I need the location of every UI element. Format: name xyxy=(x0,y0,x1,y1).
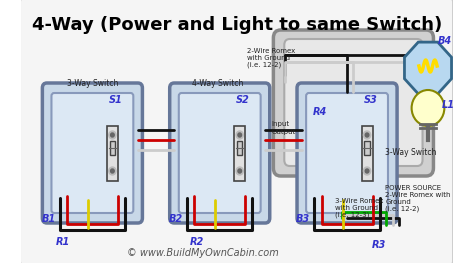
Circle shape xyxy=(110,169,114,173)
Text: 4-Way Switch: 4-Way Switch xyxy=(192,79,244,88)
Circle shape xyxy=(365,169,369,173)
Text: 4-Way (Power and Light to same Switch): 4-Way (Power and Light to same Switch) xyxy=(32,16,442,34)
Circle shape xyxy=(109,131,116,139)
Text: R3: R3 xyxy=(372,240,386,250)
Circle shape xyxy=(365,133,369,137)
Circle shape xyxy=(236,131,243,139)
Text: R4: R4 xyxy=(312,107,327,117)
FancyBboxPatch shape xyxy=(284,39,422,166)
FancyBboxPatch shape xyxy=(297,83,397,223)
Text: R1: R1 xyxy=(56,237,70,247)
Bar xyxy=(362,126,373,181)
Text: 3-Wire Romex
with Ground
(i.e. 12-3): 3-Wire Romex with Ground (i.e. 12-3) xyxy=(335,198,383,219)
FancyBboxPatch shape xyxy=(52,93,133,213)
Bar xyxy=(365,141,370,155)
Bar xyxy=(109,141,115,155)
Text: R2: R2 xyxy=(190,237,204,247)
Circle shape xyxy=(238,169,242,173)
Text: S2: S2 xyxy=(236,95,250,105)
Text: B3: B3 xyxy=(296,214,310,224)
Bar xyxy=(107,126,118,181)
Circle shape xyxy=(364,131,371,139)
Circle shape xyxy=(411,90,444,126)
Polygon shape xyxy=(404,42,452,94)
FancyBboxPatch shape xyxy=(179,93,261,213)
Text: Input: Input xyxy=(272,121,290,127)
FancyBboxPatch shape xyxy=(273,30,433,176)
FancyBboxPatch shape xyxy=(170,83,270,223)
Circle shape xyxy=(236,167,243,175)
Text: POWER SOURCE
2-Wire Romex with
Ground
(i.e. 12-2): POWER SOURCE 2-Wire Romex with Ground (i… xyxy=(385,185,451,213)
Text: Output: Output xyxy=(272,129,296,135)
Circle shape xyxy=(110,133,114,137)
Bar xyxy=(237,141,243,155)
Text: B1: B1 xyxy=(41,214,55,224)
Circle shape xyxy=(109,167,116,175)
Text: © www.BuildMyOwnCabin.com: © www.BuildMyOwnCabin.com xyxy=(128,248,279,258)
Text: S3: S3 xyxy=(364,95,377,105)
Text: 2-Wire Romex
with Ground
(i.e. 12-2): 2-Wire Romex with Ground (i.e. 12-2) xyxy=(247,48,295,68)
Text: S1: S1 xyxy=(109,95,122,105)
Circle shape xyxy=(238,133,242,137)
Text: B2: B2 xyxy=(169,214,183,224)
FancyBboxPatch shape xyxy=(19,0,454,263)
FancyBboxPatch shape xyxy=(42,83,142,223)
Text: L1: L1 xyxy=(442,100,455,110)
Text: 3-Way Switch: 3-Way Switch xyxy=(67,79,118,88)
Circle shape xyxy=(364,167,371,175)
Text: B4: B4 xyxy=(438,36,452,46)
Text: 3-Way Switch: 3-Way Switch xyxy=(385,148,437,157)
FancyBboxPatch shape xyxy=(306,93,388,213)
Bar xyxy=(234,126,245,181)
